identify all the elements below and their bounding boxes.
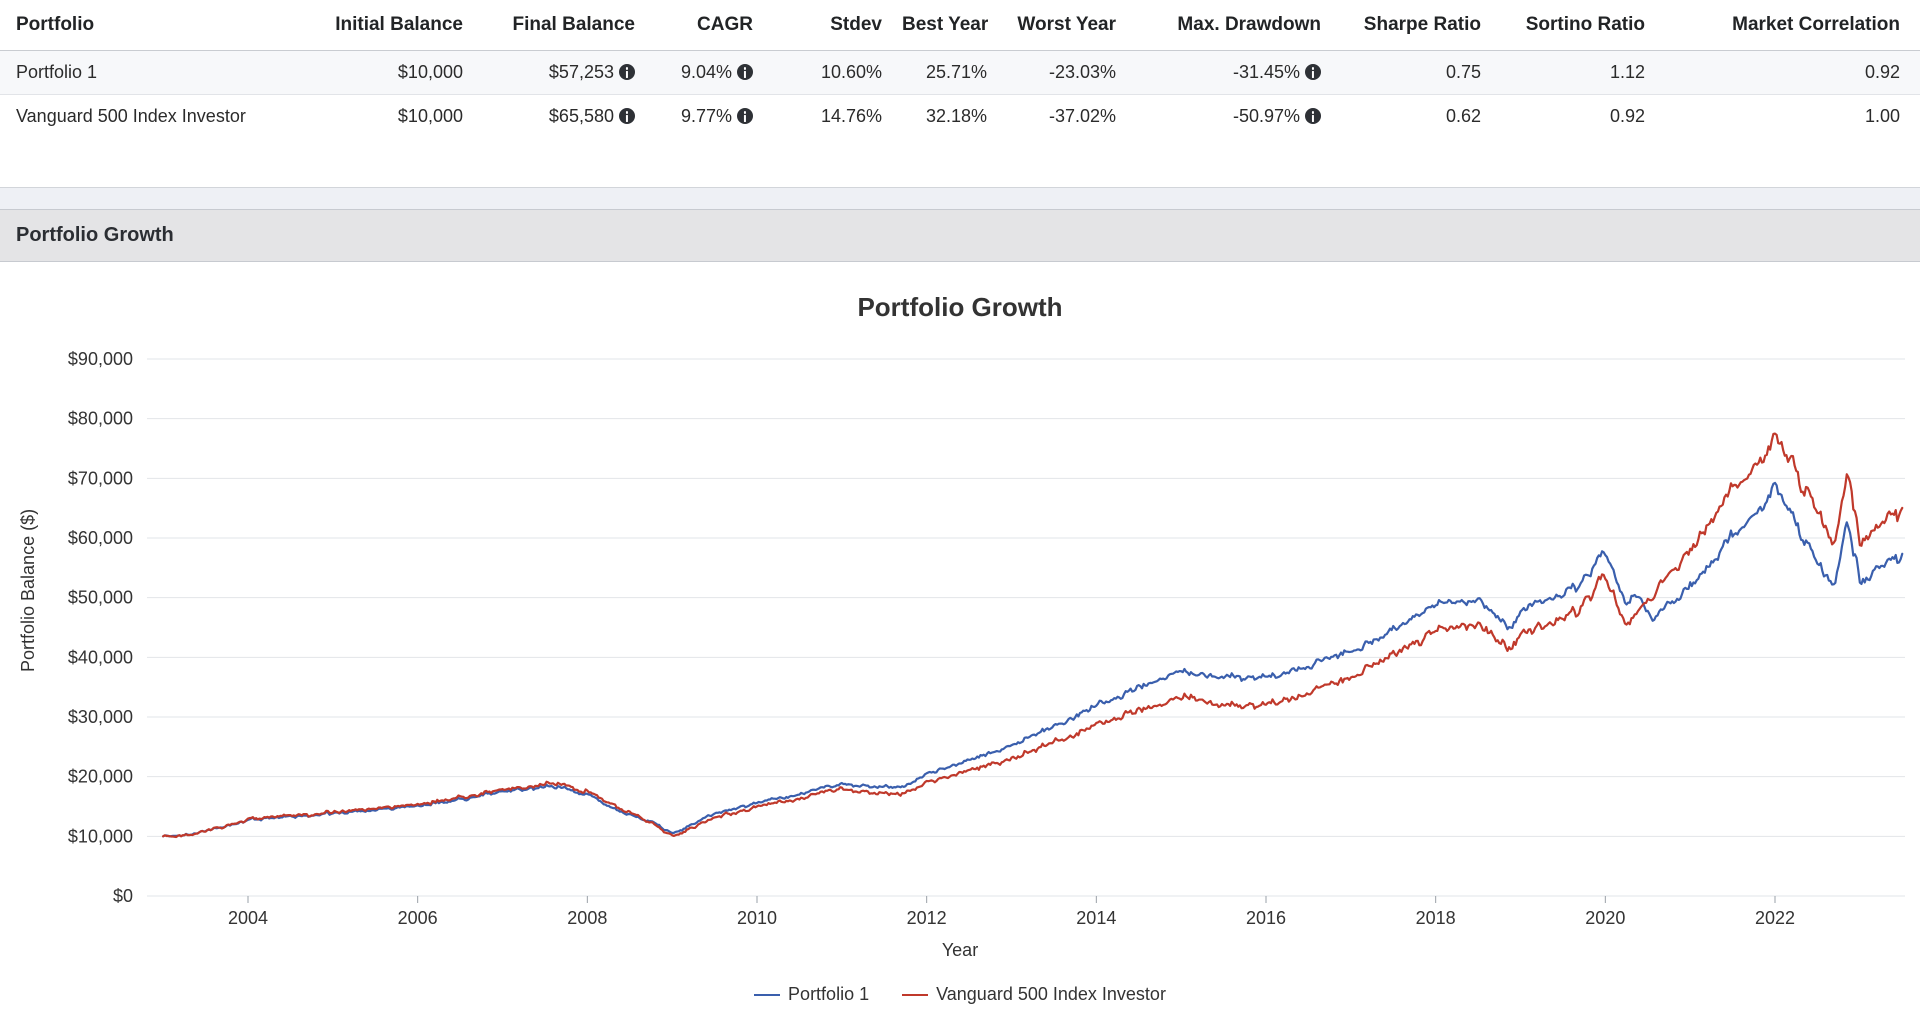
svg-text:2008: 2008 [567,908,607,928]
svg-text:2016: 2016 [1246,908,1286,928]
svg-text:2020: 2020 [1585,908,1625,928]
svg-text:$90,000: $90,000 [68,349,133,369]
svg-text:2012: 2012 [907,908,947,928]
svg-text:$20,000: $20,000 [68,767,133,787]
svg-text:2022: 2022 [1755,908,1795,928]
svg-text:$80,000: $80,000 [68,409,133,429]
svg-text:2006: 2006 [398,908,438,928]
svg-text:2018: 2018 [1416,908,1456,928]
svg-text:$0: $0 [113,886,133,906]
svg-text:$10,000: $10,000 [68,826,133,846]
svg-text:$40,000: $40,000 [68,647,133,667]
svg-text:$60,000: $60,000 [68,528,133,548]
svg-text:2014: 2014 [1076,908,1116,928]
svg-text:2010: 2010 [737,908,777,928]
svg-text:$70,000: $70,000 [68,468,133,488]
svg-text:$30,000: $30,000 [68,707,133,727]
svg-text:$50,000: $50,000 [68,588,133,608]
svg-text:2004: 2004 [228,908,268,928]
